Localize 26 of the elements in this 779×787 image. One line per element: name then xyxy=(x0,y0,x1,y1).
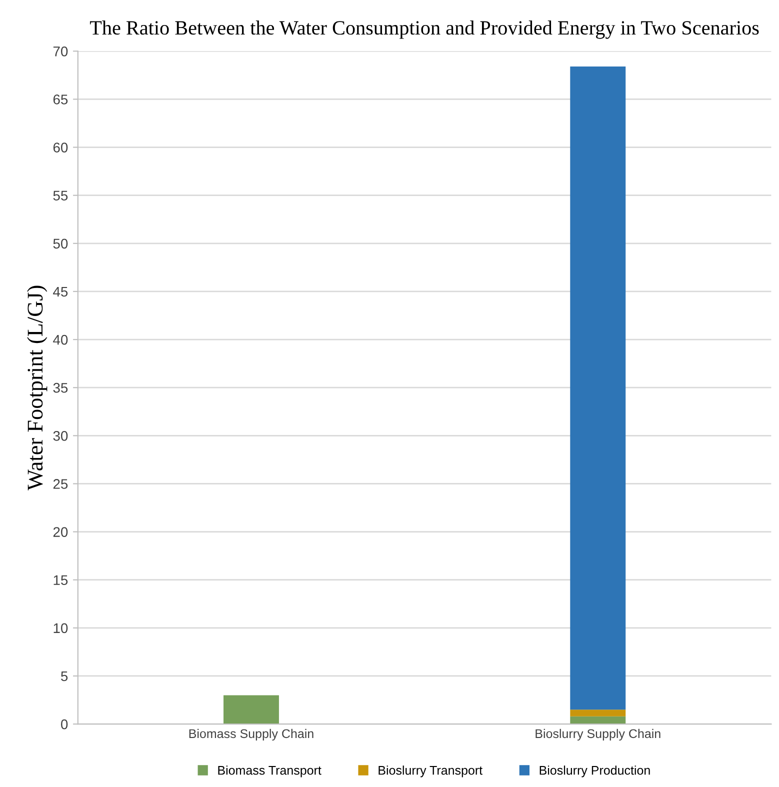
y-tick-label: 5 xyxy=(61,671,68,682)
legend-label: Bioslurry Production xyxy=(540,766,650,778)
y-tick-label: 15 xyxy=(54,575,68,586)
y-tick-label: 50 xyxy=(53,238,68,249)
bar xyxy=(223,695,279,724)
y-tick-label: 30 xyxy=(53,430,68,441)
y-tick-label: 60 xyxy=(53,142,68,152)
y-tick-label: 25 xyxy=(53,479,68,489)
y-tick-label: 65 xyxy=(53,94,68,104)
chart-title: The Ratio Between the Water Consumption and Provided Energy in Two Scenarios xyxy=(90,20,759,39)
y-tick-label: 55 xyxy=(53,190,68,201)
y-tick-label: 10 xyxy=(54,623,68,634)
bar xyxy=(570,710,626,716)
legend-label: Biomass Transport xyxy=(218,766,322,778)
y-tick-label: 20 xyxy=(53,527,68,537)
x-tick-label: Bioslurry Supply Chain xyxy=(536,728,660,741)
bar xyxy=(570,66,626,710)
y-tick-label: 35 xyxy=(53,382,68,393)
y-tick-label: 70 xyxy=(53,46,68,56)
y-tick-label: 0 xyxy=(60,719,68,730)
legend-label: Bioslurry Transport xyxy=(378,766,482,778)
y-axis-title: Water Footprint (L/GJ) xyxy=(27,286,48,490)
y-tick-label: 45 xyxy=(53,286,68,297)
bar xyxy=(570,716,626,724)
y-tick-label: 40 xyxy=(53,334,68,345)
x-tick-label: Biomass Supply Chain xyxy=(189,728,314,741)
